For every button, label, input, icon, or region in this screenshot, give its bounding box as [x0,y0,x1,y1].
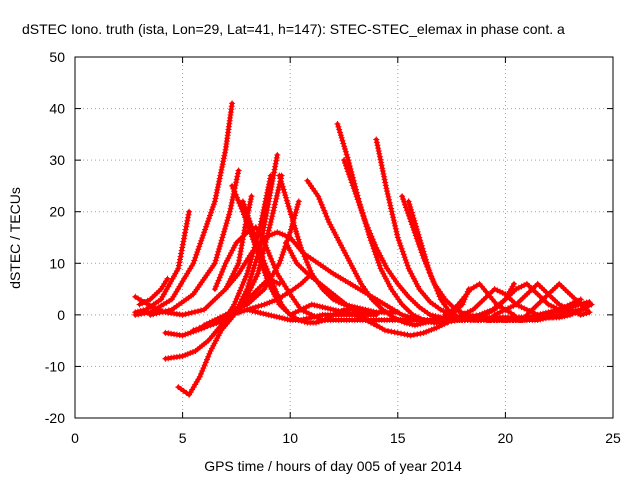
series-markers [523,280,593,318]
series-2 [132,208,193,316]
x-tick-label: 5 [179,430,187,446]
data-series [132,100,595,398]
plot-frame [74,56,614,419]
axis-ticks [74,56,614,419]
y-tick-label: 0 [57,307,65,323]
y-tick-label: -10 [45,358,65,374]
x-tick-label: 0 [71,430,79,446]
series-18 [282,239,451,339]
y-tick-label: 40 [49,101,65,117]
y-axis-label: dSTEC / TECUs [7,187,23,289]
series-markers [491,280,593,318]
y-tick-label: 20 [49,204,65,220]
x-tick-label: 20 [498,430,514,446]
y-tick-label: 30 [49,152,65,168]
x-tick-label: 25 [605,430,621,446]
axis-tick-labels: 0 5 10 15 20 25 -20 -10 0 10 20 30 40 50 [45,49,621,446]
x-tick-label: 15 [390,430,406,446]
series-markers [282,239,451,339]
series-4 [136,275,171,308]
y-tick-label: -20 [45,410,65,426]
x-tick-label: 10 [282,430,298,446]
series-24 [405,198,472,318]
y-tick-label: 10 [49,255,65,271]
series-markers [132,208,193,316]
series-28 [491,280,593,318]
series-5 [147,167,242,318]
series-markers [470,280,595,321]
series-markers [405,198,472,318]
x-axis-label: GPS time / hours of day 005 of year 2014 [204,458,462,474]
y-tick-label: 50 [49,49,65,65]
grid [75,57,613,418]
series-29 [523,280,593,318]
series-markers [136,275,171,308]
chart-title: dSTEC Iono. truth (ista, Lon=29, Lat=41,… [22,21,565,37]
